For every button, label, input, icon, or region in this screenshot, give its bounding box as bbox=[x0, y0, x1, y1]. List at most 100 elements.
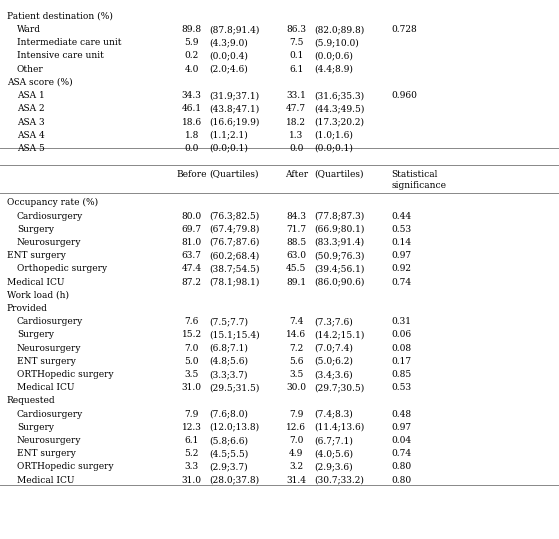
Text: 31.4: 31.4 bbox=[286, 475, 306, 485]
Text: 33.1: 33.1 bbox=[286, 91, 306, 100]
Text: 4.9: 4.9 bbox=[289, 449, 304, 458]
Text: (5.0;6.2): (5.0;6.2) bbox=[314, 357, 353, 366]
Text: 6.1: 6.1 bbox=[184, 436, 199, 445]
Text: (1.1;2.1): (1.1;2.1) bbox=[210, 130, 248, 140]
Text: ORTHopedic surgery: ORTHopedic surgery bbox=[17, 370, 113, 379]
Text: (0.0;0.1): (0.0;0.1) bbox=[210, 144, 249, 153]
Text: 7.9: 7.9 bbox=[184, 410, 199, 419]
Text: (0.0;0.1): (0.0;0.1) bbox=[314, 144, 353, 153]
Text: (28.0;37.8): (28.0;37.8) bbox=[210, 475, 260, 485]
Text: ASA 4: ASA 4 bbox=[17, 130, 45, 140]
Text: 4.0: 4.0 bbox=[184, 65, 199, 74]
Text: Other: Other bbox=[17, 65, 44, 74]
Text: (86.0;90.6): (86.0;90.6) bbox=[314, 278, 364, 287]
Text: 0.14: 0.14 bbox=[391, 238, 411, 247]
Text: 0.74: 0.74 bbox=[391, 449, 411, 458]
Text: ASA 5: ASA 5 bbox=[17, 144, 45, 153]
Text: 89.8: 89.8 bbox=[182, 25, 202, 34]
Text: Requested: Requested bbox=[7, 396, 55, 405]
Text: 0.97: 0.97 bbox=[391, 251, 411, 260]
Text: Surgery: Surgery bbox=[17, 225, 54, 234]
Text: (38.7;54.5): (38.7;54.5) bbox=[210, 264, 260, 273]
Text: 80.0: 80.0 bbox=[182, 211, 202, 220]
Text: 0.92: 0.92 bbox=[391, 264, 411, 273]
Text: (12.0;13.8): (12.0;13.8) bbox=[210, 423, 260, 432]
Text: (78.1;98.1): (78.1;98.1) bbox=[210, 278, 260, 287]
Text: (39.4;56.1): (39.4;56.1) bbox=[314, 264, 364, 273]
Text: (76.3;82.5): (76.3;82.5) bbox=[210, 211, 260, 220]
Text: (82.0;89.8): (82.0;89.8) bbox=[314, 25, 364, 34]
Text: (2.0;4.6): (2.0;4.6) bbox=[210, 65, 248, 74]
Text: 31.0: 31.0 bbox=[182, 383, 202, 392]
Text: 63.7: 63.7 bbox=[182, 251, 202, 260]
Text: (60.2;68.4): (60.2;68.4) bbox=[210, 251, 260, 260]
Text: Patient destination (%): Patient destination (%) bbox=[7, 12, 112, 21]
Text: (29.7;30.5): (29.7;30.5) bbox=[314, 383, 364, 392]
Text: 0.06: 0.06 bbox=[391, 330, 411, 340]
Text: 34.3: 34.3 bbox=[182, 91, 202, 100]
Text: 7.4: 7.4 bbox=[289, 317, 304, 326]
Text: ASA 3: ASA 3 bbox=[17, 118, 44, 127]
Text: (4.0;5.6): (4.0;5.6) bbox=[314, 449, 353, 458]
Text: (6.7;7.1): (6.7;7.1) bbox=[314, 436, 353, 445]
Text: (77.8;87.3): (77.8;87.3) bbox=[314, 211, 364, 220]
Text: 47.7: 47.7 bbox=[286, 104, 306, 113]
Text: 0.08: 0.08 bbox=[391, 343, 411, 353]
Text: 71.7: 71.7 bbox=[286, 225, 306, 234]
Text: 1.3: 1.3 bbox=[289, 130, 304, 140]
Text: 63.0: 63.0 bbox=[286, 251, 306, 260]
Text: Neurosurgery: Neurosurgery bbox=[17, 238, 81, 247]
Text: ORTHopedic surgery: ORTHopedic surgery bbox=[17, 462, 113, 472]
Text: (7.0;7.4): (7.0;7.4) bbox=[314, 343, 353, 353]
Text: 18.6: 18.6 bbox=[182, 118, 202, 127]
Text: 46.1: 46.1 bbox=[182, 104, 202, 113]
Text: Orthopedic surgery: Orthopedic surgery bbox=[17, 264, 107, 273]
Text: (5.8;6.6): (5.8;6.6) bbox=[210, 436, 249, 445]
Text: ENT surgery: ENT surgery bbox=[17, 357, 75, 366]
Text: 0.960: 0.960 bbox=[391, 91, 417, 100]
Text: 31.0: 31.0 bbox=[182, 475, 202, 485]
Text: Before: Before bbox=[177, 170, 207, 179]
Text: 0.48: 0.48 bbox=[391, 410, 411, 419]
Text: (16.6;19.9): (16.6;19.9) bbox=[210, 118, 260, 127]
Text: (0.0;0.4): (0.0;0.4) bbox=[210, 51, 249, 60]
Text: 14.6: 14.6 bbox=[286, 330, 306, 340]
Text: Intermediate care unit: Intermediate care unit bbox=[17, 38, 121, 47]
Text: 0.1: 0.1 bbox=[289, 51, 304, 60]
Text: (66.9;80.1): (66.9;80.1) bbox=[314, 225, 364, 234]
Text: (14.2;15.1): (14.2;15.1) bbox=[314, 330, 364, 340]
Text: (7.4;8.3): (7.4;8.3) bbox=[314, 410, 353, 419]
Text: (87.8;91.4): (87.8;91.4) bbox=[210, 25, 260, 34]
Text: 0.85: 0.85 bbox=[391, 370, 411, 379]
Text: (83.3;91.4): (83.3;91.4) bbox=[314, 238, 364, 247]
Text: Cardiosurgery: Cardiosurgery bbox=[17, 211, 83, 220]
Text: 0.80: 0.80 bbox=[391, 475, 411, 485]
Text: Cardiosurgery: Cardiosurgery bbox=[17, 410, 83, 419]
Text: ASA score (%): ASA score (%) bbox=[7, 78, 72, 87]
Text: 3.2: 3.2 bbox=[289, 462, 304, 472]
Text: (31.6;35.3): (31.6;35.3) bbox=[314, 91, 364, 100]
Text: 84.3: 84.3 bbox=[286, 211, 306, 220]
Text: ASA 1: ASA 1 bbox=[17, 91, 45, 100]
Text: (4.5;5.5): (4.5;5.5) bbox=[210, 449, 249, 458]
Text: 47.4: 47.4 bbox=[182, 264, 202, 273]
Text: 86.3: 86.3 bbox=[286, 25, 306, 34]
Text: (67.4;79.8): (67.4;79.8) bbox=[210, 225, 260, 234]
Text: 0.31: 0.31 bbox=[391, 317, 411, 326]
Text: After: After bbox=[285, 170, 308, 179]
Text: Ward: Ward bbox=[17, 25, 41, 34]
Text: 18.2: 18.2 bbox=[286, 118, 306, 127]
Text: 88.5: 88.5 bbox=[286, 238, 306, 247]
Text: 5.0: 5.0 bbox=[184, 357, 199, 366]
Text: 0.44: 0.44 bbox=[391, 211, 411, 220]
Text: (3.4;3.6): (3.4;3.6) bbox=[314, 370, 353, 379]
Text: (43.8;47.1): (43.8;47.1) bbox=[210, 104, 260, 113]
Text: (17.3;20.2): (17.3;20.2) bbox=[314, 118, 364, 127]
Text: (4.3;9.0): (4.3;9.0) bbox=[210, 38, 248, 47]
Text: 30.0: 30.0 bbox=[286, 383, 306, 392]
Text: Work load (h): Work load (h) bbox=[7, 291, 69, 300]
Text: Neurosurgery: Neurosurgery bbox=[17, 343, 81, 353]
Text: Cardiosurgery: Cardiosurgery bbox=[17, 317, 83, 326]
Text: 15.2: 15.2 bbox=[182, 330, 202, 340]
Text: (7.3;7.6): (7.3;7.6) bbox=[314, 317, 353, 326]
